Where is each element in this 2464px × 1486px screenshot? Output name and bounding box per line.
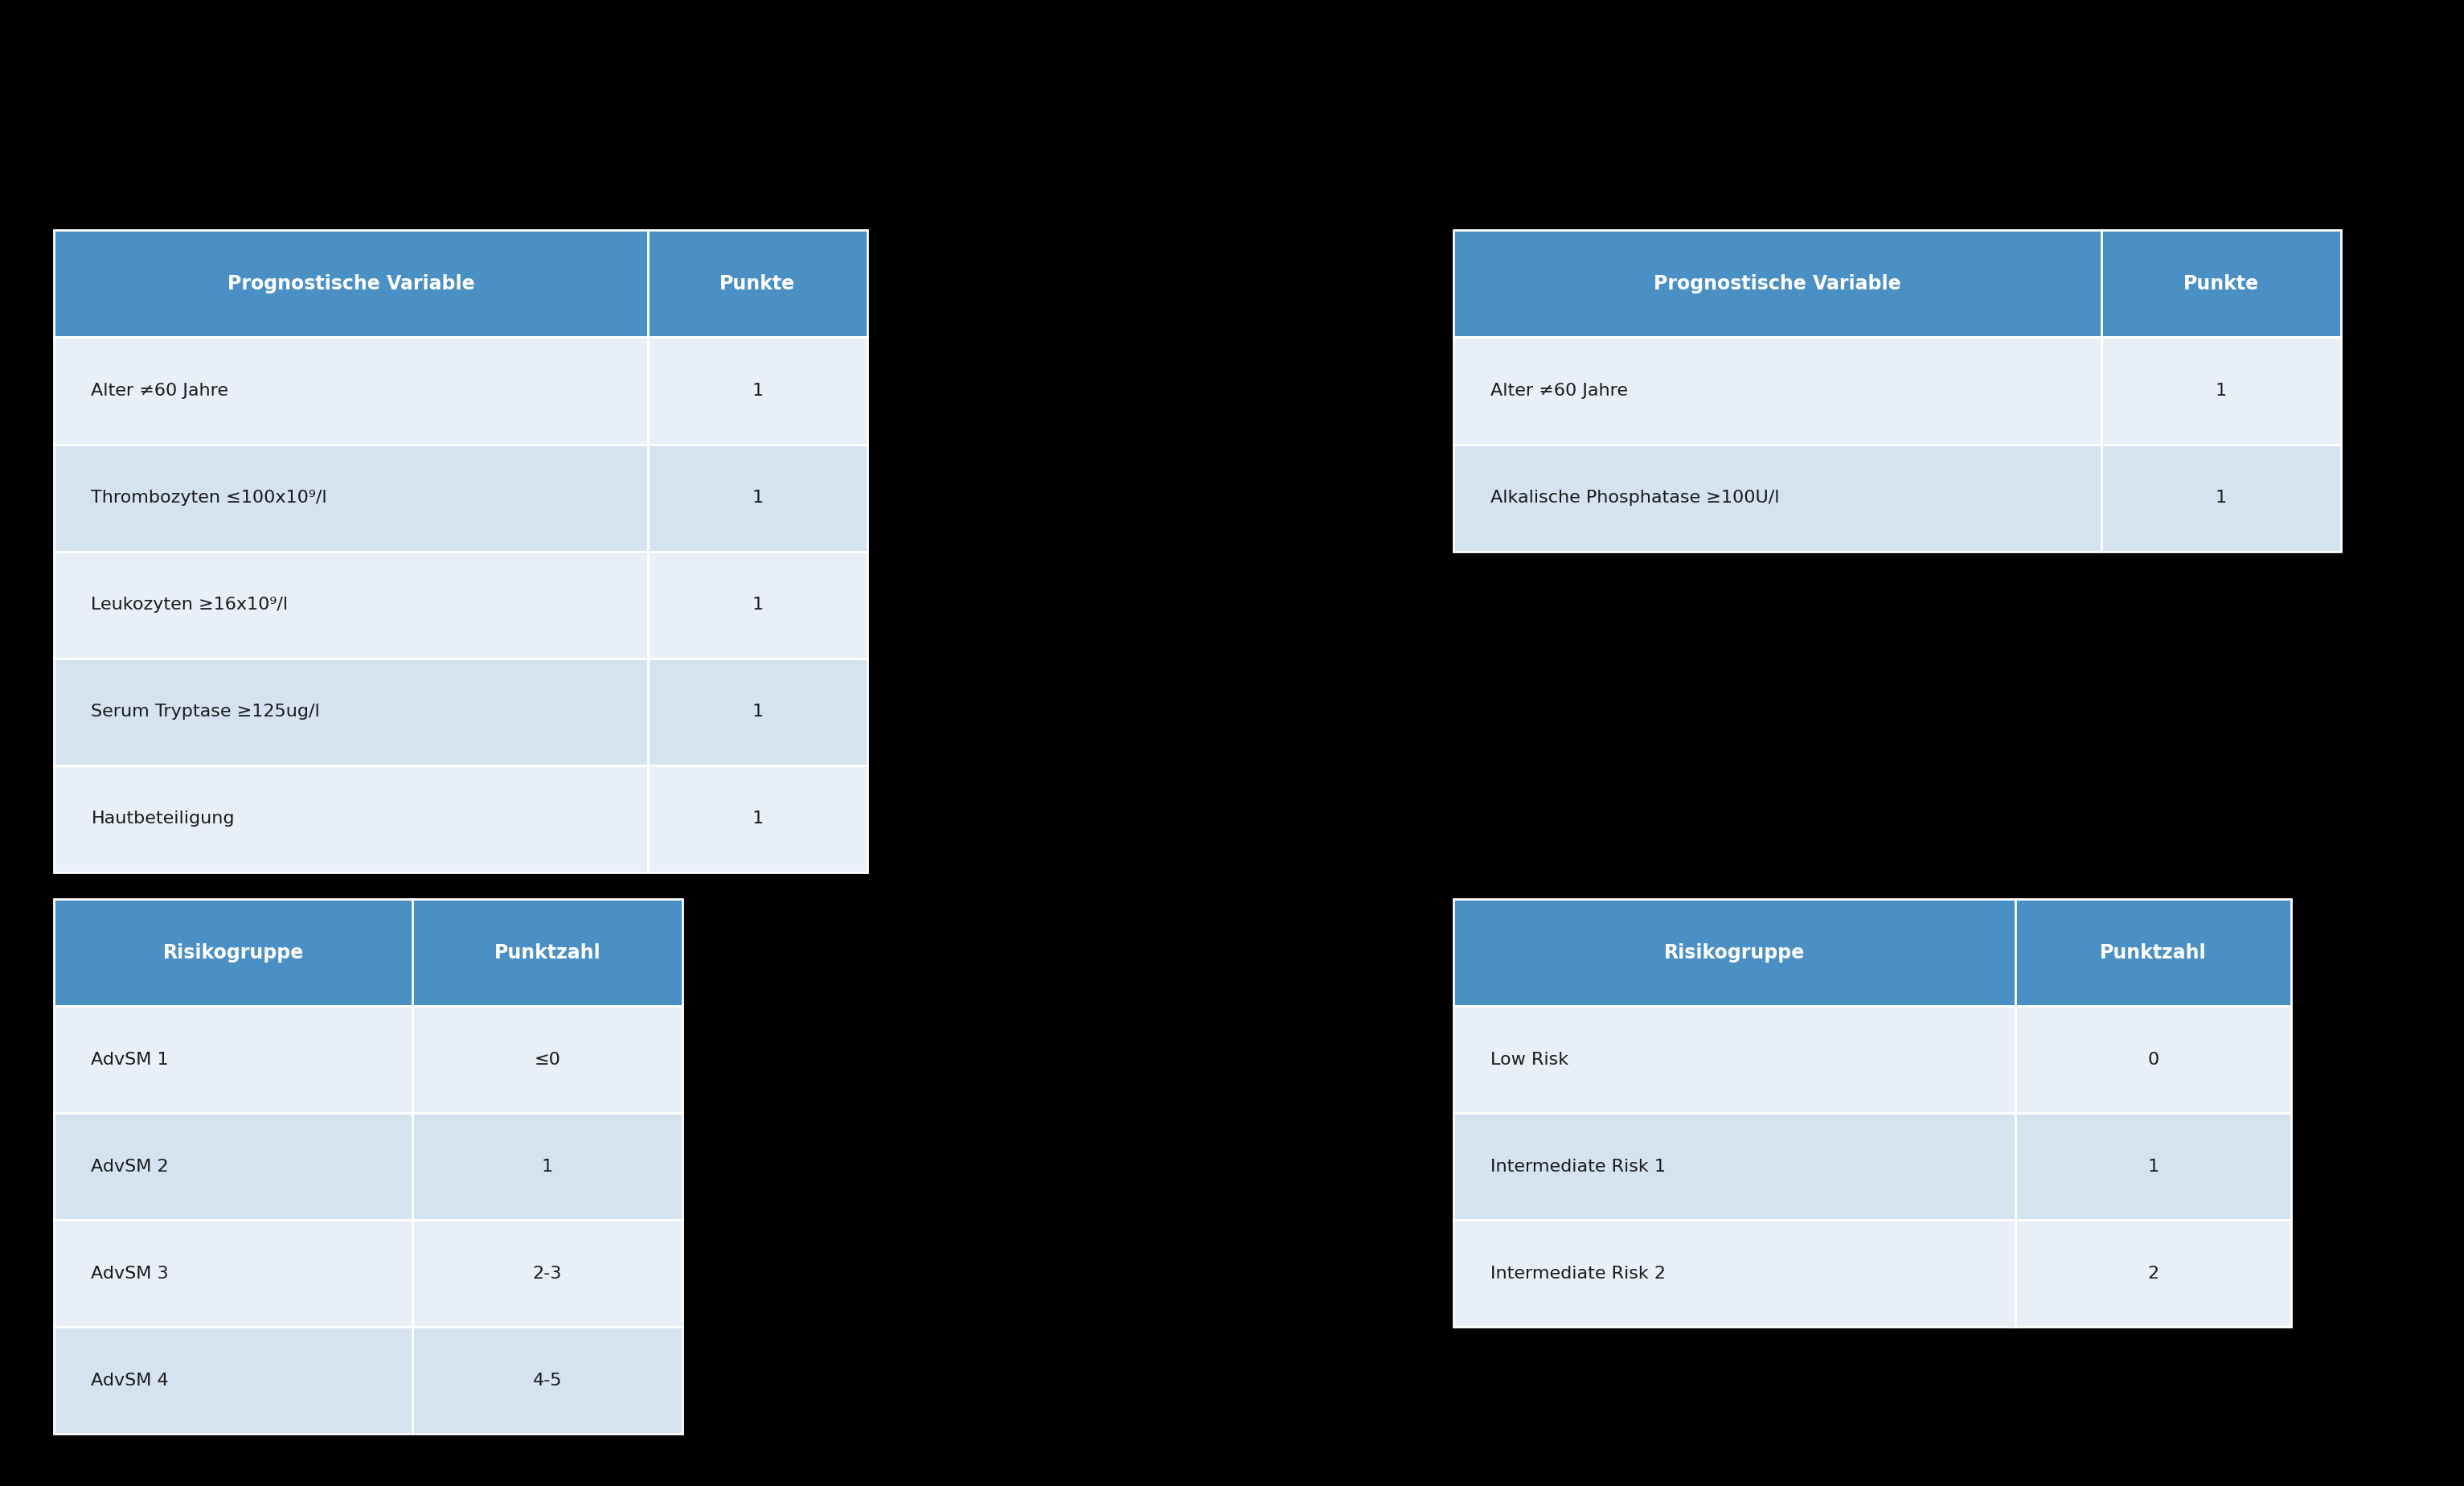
Bar: [54, 765, 648, 872]
Text: Alkalische Phosphatase ≥100U/l: Alkalische Phosphatase ≥100U/l: [1491, 490, 1779, 505]
Text: Risikogruppe: Risikogruppe: [163, 944, 303, 961]
Bar: [2102, 444, 2341, 551]
Text: Hautbeteiligung: Hautbeteiligung: [91, 811, 234, 826]
Bar: [411, 1220, 683, 1327]
Text: 1: 1: [752, 704, 764, 719]
Bar: [54, 1220, 411, 1327]
Bar: [2016, 899, 2292, 1006]
Bar: [411, 1006, 683, 1113]
Text: 4-5: 4-5: [532, 1373, 562, 1388]
Text: 2: 2: [2149, 1266, 2158, 1281]
Bar: [54, 230, 648, 337]
Text: Punktzahl: Punktzahl: [2099, 944, 2208, 961]
Text: AdvSM 2: AdvSM 2: [91, 1159, 170, 1174]
Text: Punkte: Punkte: [2183, 275, 2259, 293]
Text: 1: 1: [752, 490, 764, 505]
Text: 1: 1: [2215, 490, 2227, 505]
Text: Intermediate Risk 2: Intermediate Risk 2: [1491, 1266, 1666, 1281]
Text: Prognostische Variable: Prognostische Variable: [227, 275, 476, 293]
Text: Leukozyten ≥16x10⁹/l: Leukozyten ≥16x10⁹/l: [91, 597, 288, 612]
Text: 1: 1: [542, 1159, 552, 1174]
Bar: [648, 551, 867, 658]
Bar: [54, 1006, 411, 1113]
Text: 1: 1: [2149, 1159, 2158, 1174]
Bar: [54, 444, 648, 551]
Bar: [54, 899, 411, 1006]
Text: 1: 1: [752, 383, 764, 398]
Text: 1: 1: [2215, 383, 2227, 398]
Bar: [2102, 337, 2341, 444]
Bar: [2016, 1006, 2292, 1113]
Bar: [411, 899, 683, 1006]
Bar: [648, 658, 867, 765]
Text: ≤0: ≤0: [535, 1052, 562, 1067]
Bar: [411, 1113, 683, 1220]
Bar: [411, 1327, 683, 1434]
Text: Alter ≠60 Jahre: Alter ≠60 Jahre: [91, 383, 229, 398]
Bar: [1454, 1220, 2016, 1327]
Bar: [1454, 899, 2016, 1006]
Bar: [1454, 337, 2102, 444]
Text: AdvSM 4: AdvSM 4: [91, 1373, 170, 1388]
Text: Prognostische Variable: Prognostische Variable: [1653, 275, 1902, 293]
Bar: [2016, 1220, 2292, 1327]
Text: AdvSM 1: AdvSM 1: [91, 1052, 170, 1067]
Bar: [54, 1327, 411, 1434]
Text: Punktzahl: Punktzahl: [495, 944, 601, 961]
Bar: [2016, 1113, 2292, 1220]
Bar: [1454, 1113, 2016, 1220]
Text: Alter ≠60 Jahre: Alter ≠60 Jahre: [1491, 383, 1629, 398]
Bar: [1454, 1006, 2016, 1113]
Text: 2-3: 2-3: [532, 1266, 562, 1281]
Text: Risikogruppe: Risikogruppe: [1663, 944, 1804, 961]
Text: 1: 1: [752, 811, 764, 826]
Bar: [1454, 230, 2102, 337]
Bar: [54, 337, 648, 444]
Bar: [2102, 230, 2341, 337]
Text: Low Risk: Low Risk: [1491, 1052, 1570, 1067]
Bar: [54, 551, 648, 658]
Bar: [54, 658, 648, 765]
Bar: [648, 337, 867, 444]
Text: Punkte: Punkte: [719, 275, 796, 293]
Text: 1: 1: [752, 597, 764, 612]
Text: Intermediate Risk 1: Intermediate Risk 1: [1491, 1159, 1666, 1174]
Text: AdvSM 3: AdvSM 3: [91, 1266, 170, 1281]
Text: Thrombozyten ≤100x10⁹/l: Thrombozyten ≤100x10⁹/l: [91, 490, 328, 505]
Text: 0: 0: [2149, 1052, 2158, 1067]
Bar: [648, 230, 867, 337]
Bar: [54, 1113, 411, 1220]
Text: Serum Tryptase ≥125ug/l: Serum Tryptase ≥125ug/l: [91, 704, 320, 719]
Bar: [648, 765, 867, 872]
Bar: [1454, 444, 2102, 551]
Bar: [648, 444, 867, 551]
